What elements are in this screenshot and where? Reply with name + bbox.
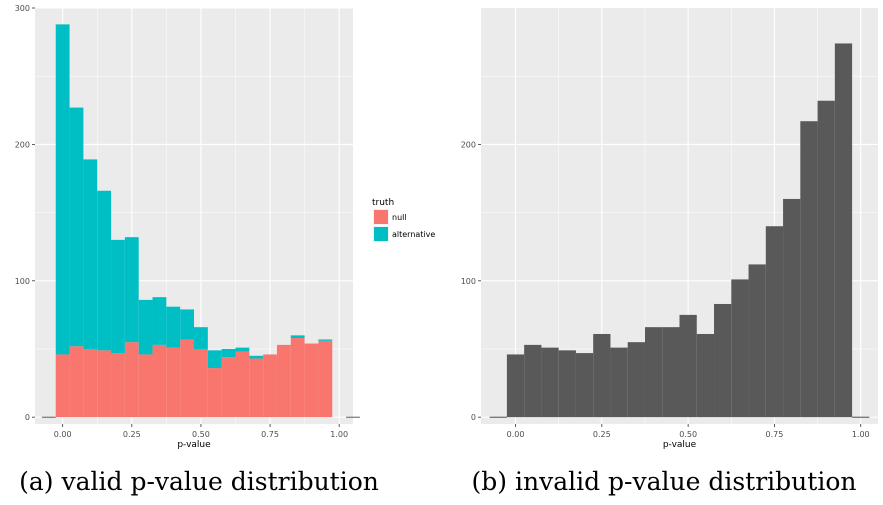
a-bar-null: [69, 346, 84, 418]
b-bar-count: [610, 347, 628, 418]
b-bar-count: [817, 100, 835, 418]
a-y-tick-label: 200: [15, 140, 30, 149]
a-bar-null: [194, 348, 208, 418]
a-bar-alternative: [207, 350, 222, 369]
b-bar-count: [644, 327, 663, 418]
a-bar-null: [235, 351, 250, 418]
a-bar-alternative: [221, 348, 236, 358]
a-x-tick-label: 1.00: [330, 430, 348, 439]
legend-label-alternative: alternative: [392, 230, 435, 239]
a-bar-null: [276, 344, 291, 418]
b-bar-count: [627, 342, 645, 418]
b-x-axis-label: p-value: [663, 440, 697, 450]
a-bar-alternative: [111, 239, 125, 354]
legend-title: truth: [372, 198, 394, 208]
b-bar-count: [696, 333, 715, 418]
a-bar-alternative: [97, 190, 112, 351]
a-bar-null: [249, 358, 264, 418]
caption-a: (a) valid p-value distribution: [19, 467, 379, 496]
a-bar-null: [304, 343, 319, 418]
legend-swatch-null: [374, 210, 388, 224]
a-bar-null: [152, 344, 167, 418]
b-bar-count: [783, 198, 801, 418]
a-bar-alternative: [83, 159, 98, 349]
a-bar-null: [207, 368, 222, 418]
b-x-tick-label: 0.25: [593, 430, 611, 439]
a-bar-alternative: [69, 107, 84, 347]
a-bar-null: [124, 342, 139, 418]
a-bar-alternative: [124, 237, 139, 343]
a-bar-alternative: [235, 347, 250, 352]
chart-a-valid-pvalue: 0.00 0.25 0.50 0.75 1.00 0 100 200 300 p-value: [15, 4, 360, 450]
a-bar-alternative: [194, 327, 208, 349]
a-bar-null: [111, 353, 125, 418]
a-bar-null: [290, 338, 305, 418]
chart-b-invalid-pvalue: 0.00 0.25 0.50 0.75 1.00 0 100 200 p-value: [461, 8, 878, 450]
a-bar-null: [166, 347, 181, 418]
b-bar-count: [662, 327, 680, 418]
b-bar-count: [731, 279, 749, 418]
b-bar-count: [765, 226, 784, 418]
b-bar-count: [558, 350, 576, 418]
b-x-tick-label: 0.00: [507, 430, 525, 439]
a-bar-null: [83, 348, 98, 418]
b-bar-count: [524, 344, 542, 418]
a-x-tick-label: 0.75: [261, 430, 279, 439]
a-bar-null: [263, 354, 277, 418]
a-bar-null: [318, 340, 333, 418]
a-bar-alternative: [55, 24, 70, 355]
legend-label-null: null: [392, 213, 407, 222]
legend-swatch-alternative: [374, 227, 388, 241]
b-bar-count: [541, 347, 559, 418]
b-y-tick-label: 0: [471, 413, 476, 422]
b-bar-count: [800, 121, 818, 418]
a-bar-alternative: [290, 335, 305, 339]
chart-a-legend: truth null alternative: [372, 198, 435, 242]
a-bar-null: [221, 357, 236, 418]
b-bar-count: [593, 333, 611, 418]
a-bar-null: [180, 339, 194, 418]
b-bar-count: [714, 303, 732, 418]
b-bar-count: [506, 354, 525, 418]
a-bar-null: [55, 354, 70, 418]
a-y-tick-label: 100: [15, 277, 30, 286]
a-y-tick-label: 0: [25, 413, 30, 422]
b-bar-count: [575, 353, 594, 418]
a-y-tick-label: 300: [15, 4, 30, 13]
a-bar-alternative: [138, 299, 153, 355]
a-bar-alternative: [180, 309, 194, 340]
a-bar-null: [97, 350, 112, 418]
a-x-tick-label: 0.50: [192, 430, 210, 439]
b-x-tick-label: 0.50: [679, 430, 697, 439]
a-bar-alternative: [249, 355, 264, 359]
a-bar-alternative: [166, 306, 181, 348]
a-x-axis-label: p-value: [177, 440, 211, 450]
b-x-tick-label: 0.75: [766, 430, 784, 439]
b-bar-count: [679, 314, 697, 418]
b-y-tick-label: 100: [461, 277, 476, 286]
a-bar-alternative: [318, 339, 333, 341]
a-x-tick-label: 0.00: [54, 430, 72, 439]
a-x-tick-label: 0.25: [123, 430, 141, 439]
b-x-tick-label: 1.00: [852, 430, 870, 439]
a-bar-null: [138, 354, 153, 418]
b-y-tick-label: 200: [461, 140, 476, 149]
caption-b: (b) invalid p-value distribution: [472, 467, 857, 496]
a-bar-alternative: [152, 297, 167, 345]
b-bar-count: [748, 264, 766, 418]
b-bar-count: [834, 43, 853, 418]
